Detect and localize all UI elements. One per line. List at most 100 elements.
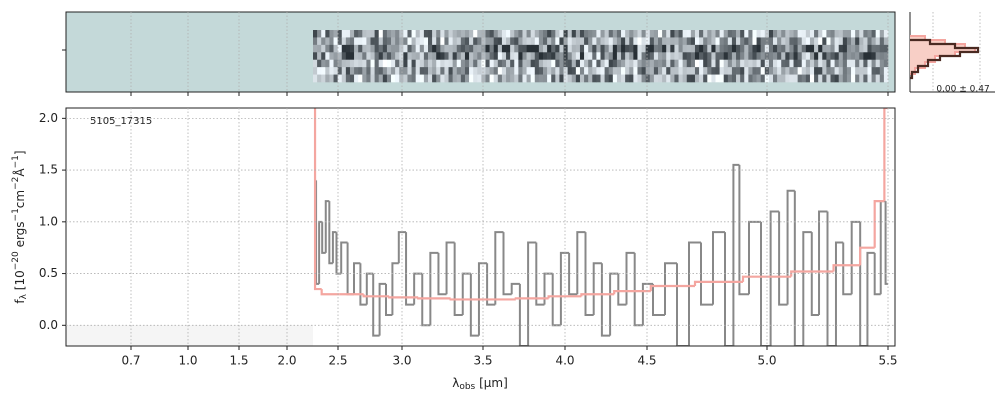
spectrum-2d-pixel	[395, 37, 400, 46]
spectrum-2d-pixel	[633, 30, 638, 38]
step-segment	[664, 262, 677, 315]
spectrum-2d-pixel	[448, 67, 453, 75]
spectrum-2d-pixel	[859, 74, 864, 83]
spectrum-2d-pixel	[526, 52, 531, 61]
spectrum-2d-pixel	[399, 44, 404, 53]
spectrum-2d-pixel	[423, 52, 429, 61]
spectrum-2d-pixel	[682, 30, 688, 38]
spectrum-2d-pixel	[579, 67, 585, 75]
spectrum-2d-pixel	[530, 74, 536, 83]
spectrum-2d-pixel	[826, 44, 831, 53]
step-segment	[340, 241, 348, 274]
masked-region	[66, 325, 313, 346]
spectrum-2d-pixel	[645, 44, 651, 53]
spectrum-2d-pixel	[382, 52, 388, 61]
step-segment	[592, 262, 602, 315]
spectrum-2d-pixel	[809, 37, 815, 46]
spectrum-2d-pixel	[727, 44, 733, 53]
spectrum-2d-pixel	[670, 74, 675, 83]
spectrum-2d-pixel	[407, 37, 412, 46]
spectrum-2d-pixel	[551, 44, 556, 53]
spectrum-2d-pixel	[444, 67, 449, 75]
spectrum-2d-pixel	[432, 74, 437, 83]
spectrum-2d-pixel	[801, 30, 807, 38]
y-tick-label: 1.0	[39, 214, 58, 228]
spectrum-2d-pixel	[703, 30, 708, 38]
spectrum-2d-pixel	[411, 74, 416, 83]
spectrum-2d-pixel	[440, 37, 445, 46]
spectrum-2d-pixel	[678, 74, 683, 83]
spectrum-2d-pixel	[522, 59, 527, 68]
spectrum-2d-pixel	[514, 67, 519, 75]
spectrum-2d-pixel	[801, 44, 807, 53]
spectrum-2d-pixel	[871, 74, 876, 83]
spectrum-2d-pixel	[559, 74, 564, 83]
y-label-part: Å	[12, 168, 27, 177]
spectrum-2d-pixel	[584, 30, 589, 38]
spectrum-2d-pixel	[707, 44, 712, 53]
spectrum-2d-pixel	[863, 59, 868, 68]
spectrum-2d-pixel	[497, 59, 503, 68]
spectrum-2d-pixel	[538, 59, 544, 68]
spectrum-2d-pixel	[822, 67, 827, 75]
spectrum-2d-pixel	[773, 59, 778, 68]
spectrum-2d-pixel	[460, 37, 466, 46]
spectrum-2d-pixel	[719, 59, 725, 68]
spectrum-2d-pixel	[473, 52, 478, 61]
spectrum-2d-pixel	[313, 44, 318, 53]
spectrum-2d-pixel	[419, 44, 425, 53]
spectrum-2d-pixel	[801, 37, 807, 46]
step-segment	[445, 241, 455, 295]
spectrum-2d-pixel	[481, 44, 486, 53]
spectrum-2d-pixel	[530, 30, 536, 38]
spectrum-2d-pixel	[859, 44, 864, 53]
spectrum-2d-pixel	[563, 67, 568, 75]
spectrum-2d-pixel	[637, 37, 642, 46]
spectrum-2d-pixel	[649, 37, 655, 46]
spectrum-2d-pixel	[649, 30, 655, 38]
spectrum-2d-pixel	[600, 59, 605, 68]
spectrum-2d-pixel	[748, 59, 753, 68]
spectrum-2d-pixel	[719, 67, 725, 75]
spectrum-2d-pixel	[674, 52, 679, 61]
spectrum-2d-pixel	[752, 59, 757, 68]
spectrum-2d-pixel	[883, 44, 889, 53]
spectrum-2d-pixel	[785, 52, 790, 61]
spectrum-2d-pixel	[534, 59, 540, 68]
spectrum-2d-pixel	[707, 67, 712, 75]
spectrum-2d-pixel	[867, 30, 872, 38]
spectrum-2d-pixel	[662, 52, 667, 61]
x-tick-label: 2.0	[277, 354, 296, 368]
spectrum-2d-pixel	[489, 74, 495, 83]
spectrum-2d-pixel	[329, 52, 334, 61]
spectrum-2d-pixel	[867, 59, 872, 68]
spectrum-2d-pixel	[822, 37, 827, 46]
spectrum-2d-pixel	[707, 30, 712, 38]
spectrum-2d-pixel	[846, 67, 852, 75]
axes-frame	[65, 107, 896, 347]
spectrum-2d-pixel	[497, 37, 503, 46]
spectrum-2d-pixel	[838, 59, 844, 68]
spectrum-2d-pixel	[358, 37, 363, 46]
x-tick-label: 3.0	[392, 354, 411, 368]
step-segment	[514, 297, 549, 300]
spectrum-2d-pixel	[781, 67, 786, 75]
spectrum-2d-pixel	[571, 30, 577, 38]
spectrum-2d-pixel	[366, 52, 371, 61]
step-segment	[826, 211, 836, 346]
spectrum-2d-pixel	[826, 67, 831, 75]
spectrum-2d-pixel	[711, 67, 716, 75]
spectrum-2d-pixel	[551, 52, 556, 61]
spectrum-2d-pixel	[653, 30, 659, 38]
spectrum-2d-pixel	[547, 52, 552, 61]
spectrum-2d-pixel	[341, 37, 347, 46]
spectrum-2d-pixel	[464, 74, 470, 83]
spectrum-2d-pixel	[752, 37, 757, 46]
spectrum-2d-pixel	[317, 59, 322, 68]
spectrum-2d-pixel	[382, 59, 388, 68]
spectrum-2d-pixel	[481, 67, 486, 75]
spectrum-2d-pixel	[855, 30, 860, 38]
spectrum-2d-pixel	[547, 44, 552, 53]
spectrum-2d-pixel	[440, 44, 445, 53]
spectrum-2d-pixel	[851, 44, 856, 53]
